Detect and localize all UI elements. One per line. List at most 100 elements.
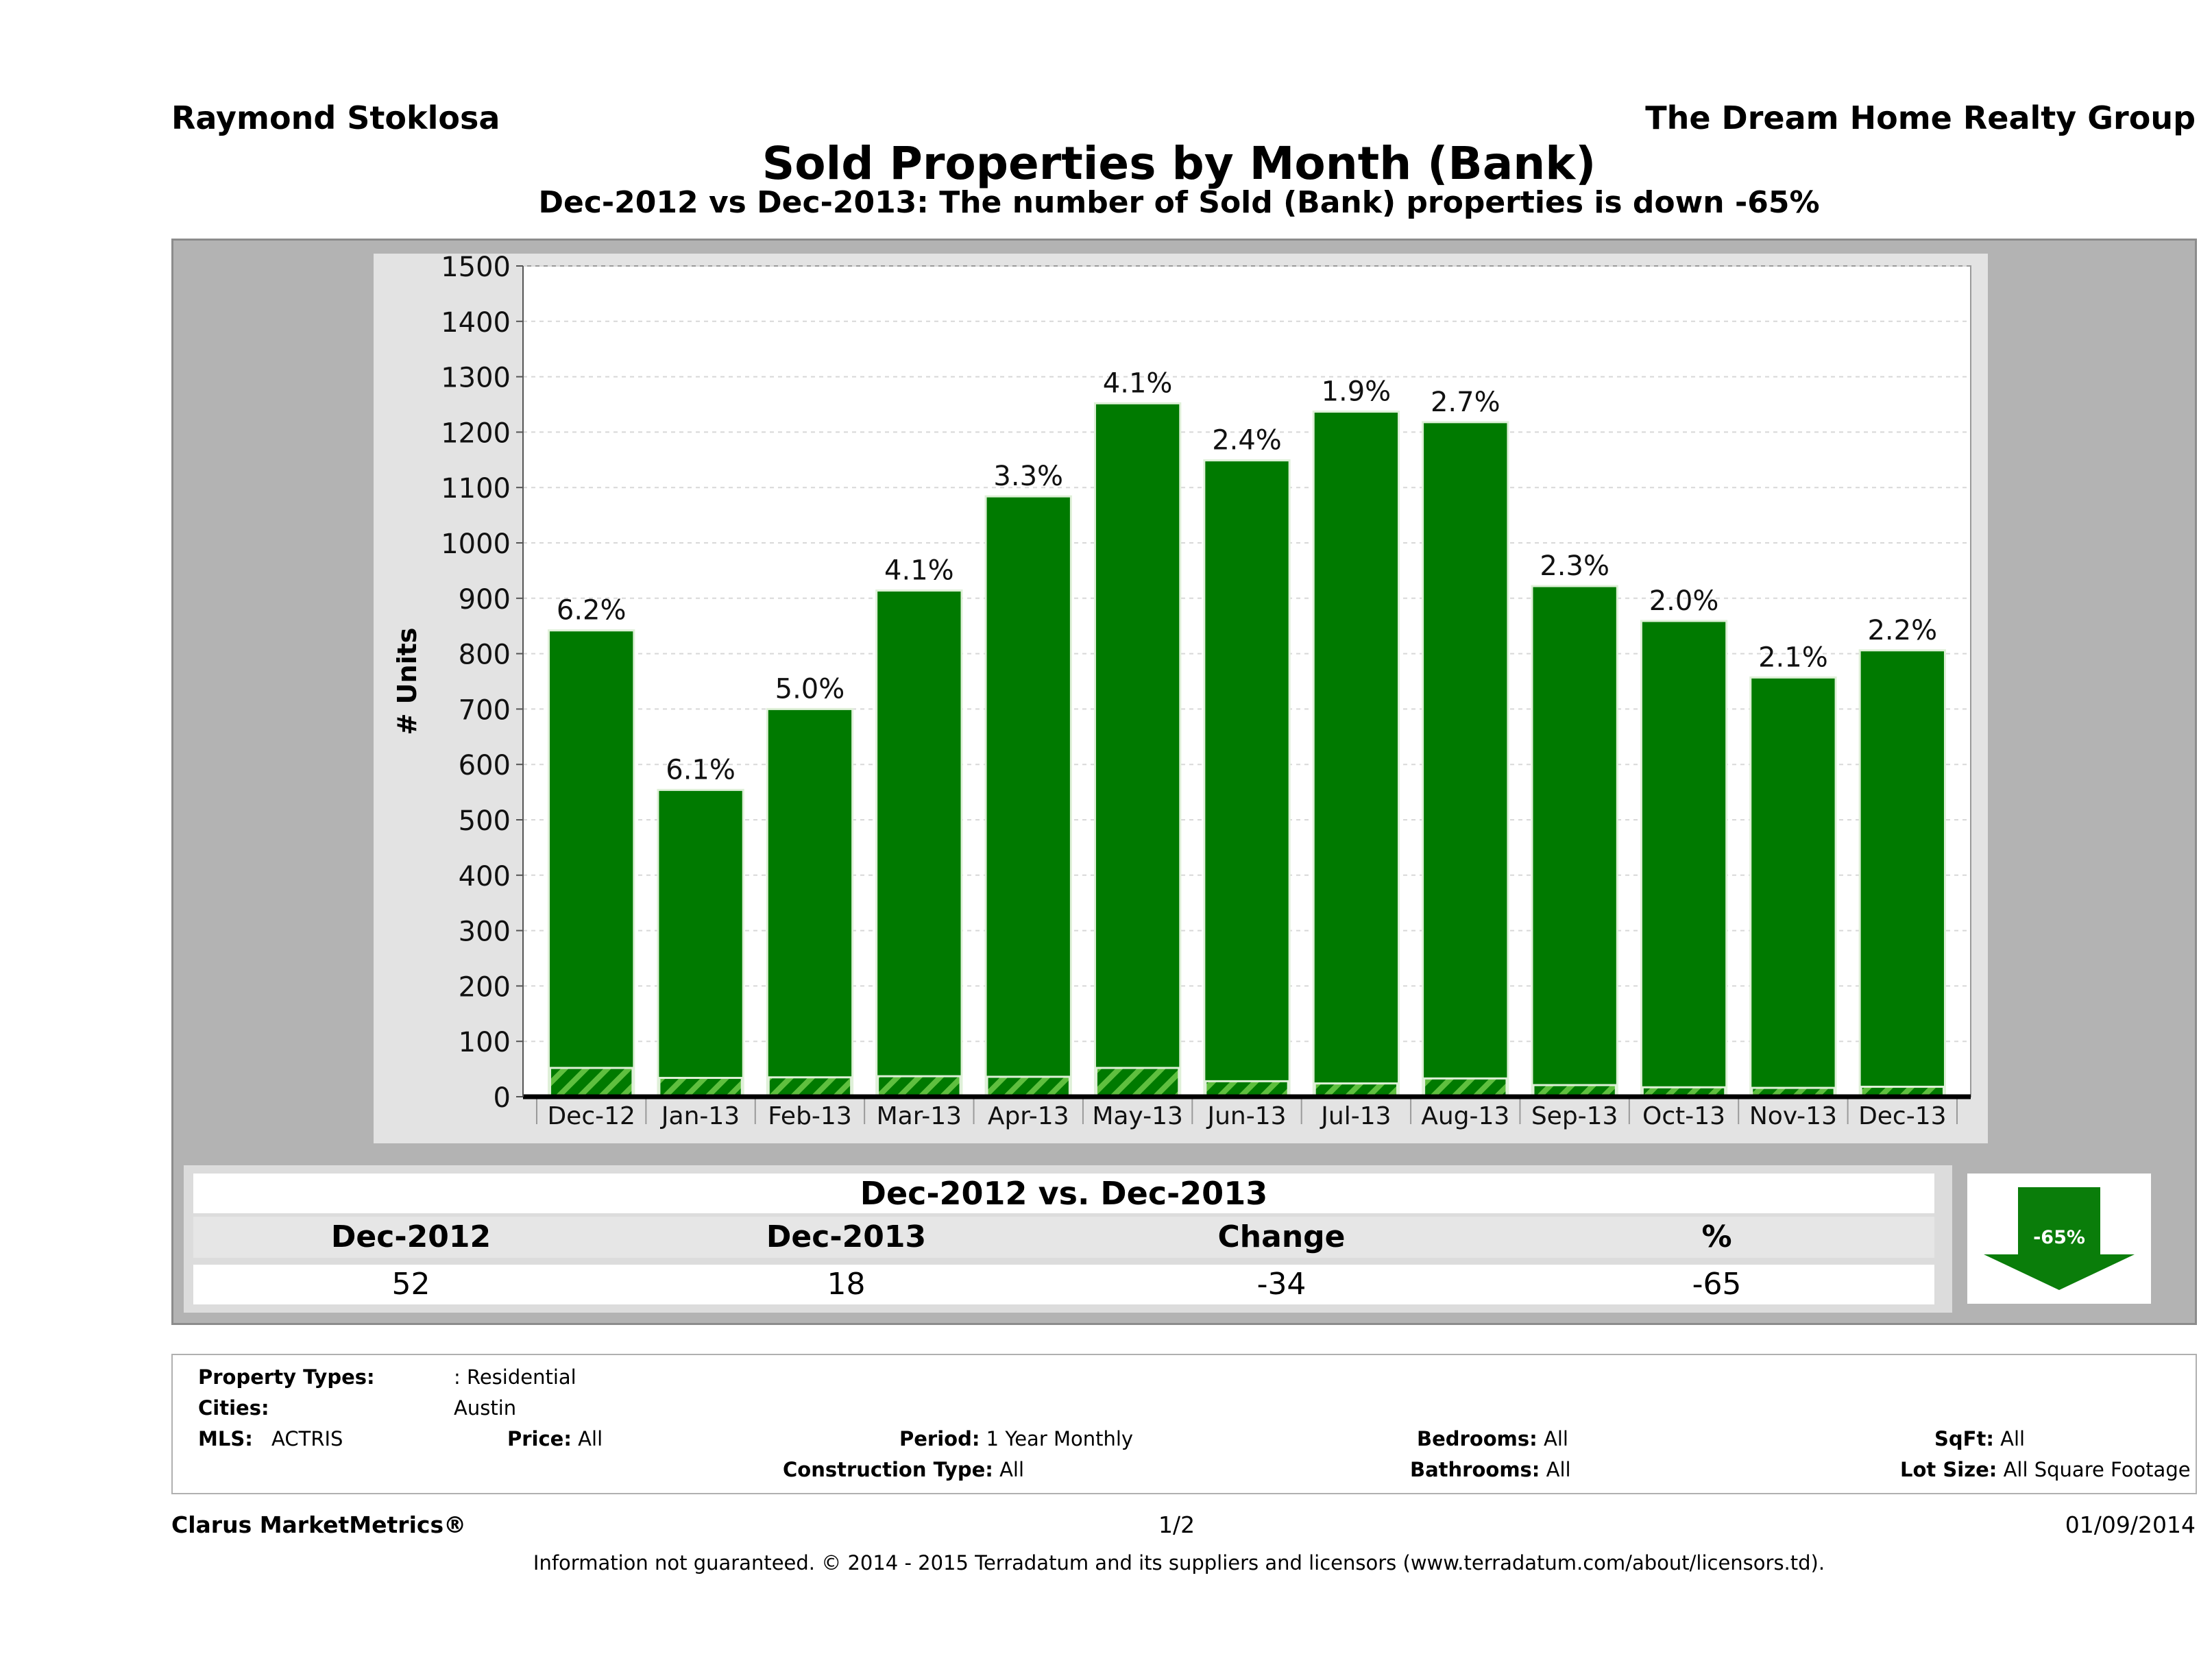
company-name: The Dream Home Realty Group bbox=[1645, 99, 2196, 136]
bar-bank-Feb-13 bbox=[767, 1076, 853, 1098]
price: Price: All bbox=[507, 1427, 603, 1450]
page-number: 1/2 bbox=[1158, 1511, 1195, 1538]
data-label-Nov-13: 2.1% bbox=[1758, 642, 1828, 673]
x-tick-label-Jul-13: Jul-13 bbox=[1320, 1102, 1391, 1130]
y-tick-label: 500 bbox=[459, 805, 511, 837]
bar-total-Jun-13 bbox=[1203, 459, 1291, 1098]
construction-value: All bbox=[999, 1458, 1025, 1481]
comparison-value-row: 52 18 -34 -65 bbox=[193, 1265, 1934, 1304]
data-label-Jul-13: 1.9% bbox=[1322, 376, 1391, 408]
bar-bank-Jan-13 bbox=[658, 1077, 743, 1098]
price-label: Price: bbox=[507, 1427, 572, 1450]
lot-size: Lot Size: All Square Footage bbox=[1900, 1458, 2191, 1481]
y-tick-label: 600 bbox=[459, 750, 511, 781]
header-dec-2013: Dec-2013 bbox=[766, 1219, 927, 1254]
bedrooms-value: All bbox=[1543, 1427, 1568, 1450]
x-tick-label-Jun-13: Jun-13 bbox=[1206, 1102, 1286, 1130]
bar-bank-Apr-13 bbox=[986, 1075, 1071, 1098]
disclaimer: Information not guaranteed. © 2014 - 201… bbox=[533, 1551, 1825, 1574]
bar-total-Nov-13 bbox=[1749, 676, 1837, 1098]
brand-name: Clarus MarketMetrics® bbox=[171, 1511, 467, 1538]
x-tick-label-Apr-13: Apr-13 bbox=[988, 1102, 1069, 1130]
header-percent: % bbox=[1701, 1219, 1732, 1254]
bathrooms: Bathrooms: All bbox=[1410, 1458, 1571, 1481]
y-tick-label: 200 bbox=[459, 971, 511, 1003]
comparison-header-row: Dec-2012 Dec-2013 Change % bbox=[193, 1217, 1934, 1258]
bar-total-Dec-13 bbox=[1858, 649, 1946, 1098]
mls-value: ACTRIS bbox=[271, 1427, 343, 1450]
y-tick-label: 1500 bbox=[441, 254, 511, 283]
value-change: -34 bbox=[1256, 1267, 1306, 1302]
data-label-Mar-13: 4.1% bbox=[884, 555, 954, 586]
period: Period: 1 Year Monthly bbox=[899, 1427, 1133, 1450]
data-label-May-13: 4.1% bbox=[1103, 367, 1173, 399]
y-axis-title: # Units bbox=[392, 628, 422, 735]
report-date: 01/09/2014 bbox=[2065, 1511, 2196, 1538]
bar-total-May-13 bbox=[1093, 402, 1182, 1098]
bar-bank-May-13 bbox=[1095, 1067, 1180, 1098]
bar-total-Aug-13 bbox=[1422, 421, 1509, 1098]
sqft-value: All bbox=[2000, 1427, 2026, 1450]
bar-total-Oct-13 bbox=[1640, 620, 1728, 1098]
data-label-Jan-13: 6.1% bbox=[666, 754, 736, 786]
lot-value: All Square Footage bbox=[2003, 1458, 2191, 1481]
agent-name: Raymond Stoklosa bbox=[171, 99, 500, 136]
chart-title: Sold Properties by Month (Bank) bbox=[762, 137, 1596, 190]
y-tick-label: 1000 bbox=[441, 528, 511, 560]
cities: Cities: bbox=[198, 1396, 269, 1420]
y-tick-label: 900 bbox=[459, 584, 511, 616]
property-types-label: Property Types: bbox=[198, 1365, 375, 1389]
bar-total-Sep-13 bbox=[1531, 585, 1618, 1098]
bar-bank-Dec-12 bbox=[549, 1067, 634, 1098]
comparison-title: Dec-2012 vs. Dec-2013 bbox=[193, 1174, 1934, 1213]
bathrooms-value: All bbox=[1546, 1458, 1571, 1481]
x-tick-label-Dec-13: Dec-13 bbox=[1858, 1102, 1946, 1130]
bar-chart: 6.2% 6.1% 5.0% 4.1% 3.3% 4.1% 2.4% 1.9% 2.7% 2.3%… bbox=[392, 254, 1971, 1130]
x-tick-label-May-13: May-13 bbox=[1092, 1102, 1183, 1130]
arrow-label: -65% bbox=[2033, 1227, 2085, 1248]
price-value: All bbox=[578, 1427, 603, 1450]
value-dec-2012: 52 bbox=[391, 1267, 430, 1302]
x-tick-label-Feb-13: Feb-13 bbox=[768, 1102, 852, 1130]
construction-type: Construction Type: All bbox=[783, 1458, 1024, 1481]
x-tick-label-Sep-13: Sep-13 bbox=[1531, 1102, 1618, 1130]
bar-total-Jul-13 bbox=[1312, 411, 1400, 1098]
cities-value: Austin bbox=[454, 1396, 517, 1420]
data-label-Oct-13: 2.0% bbox=[1649, 585, 1719, 617]
sqft-label: SqFt: bbox=[1934, 1427, 1994, 1450]
property-types-value: : Residential bbox=[454, 1365, 576, 1389]
data-label-Dec-12: 6.2% bbox=[557, 595, 627, 627]
bar-bank-Aug-13 bbox=[1423, 1077, 1508, 1098]
x-tick-label-Dec-12: Dec-12 bbox=[547, 1102, 635, 1130]
x-tick-label-Oct-13: Oct-13 bbox=[1642, 1102, 1725, 1130]
period-value: 1 Year Monthly bbox=[986, 1427, 1134, 1450]
bar-bank-Mar-13 bbox=[877, 1075, 962, 1098]
header-dec-2012: Dec-2012 bbox=[330, 1219, 491, 1254]
value-percent: -65 bbox=[1692, 1267, 1742, 1302]
data-label-Feb-13: 5.0% bbox=[775, 673, 845, 705]
period-label: Period: bbox=[899, 1427, 980, 1450]
change-indicator: -65% bbox=[1967, 1174, 2151, 1304]
y-tick-label: 700 bbox=[459, 694, 511, 726]
property-types: Property Types: bbox=[198, 1365, 375, 1389]
down-arrow-icon: -65% bbox=[1984, 1187, 2135, 1290]
y-tick-label: 0 bbox=[494, 1082, 511, 1114]
bar-total-Mar-13 bbox=[875, 589, 963, 1098]
data-label-Sep-13: 2.3% bbox=[1540, 550, 1609, 582]
sqft: SqFt: All bbox=[1934, 1427, 2025, 1450]
bar-total-Feb-13 bbox=[766, 707, 854, 1098]
search-criteria: Property Types: : Residential Cities: Au… bbox=[171, 1354, 2197, 1494]
x-tick-label-Aug-13: Aug-13 bbox=[1421, 1102, 1509, 1130]
data-label-Jun-13: 2.4% bbox=[1212, 425, 1282, 457]
y-tick-label: 300 bbox=[459, 916, 511, 948]
x-tick-label-Mar-13: Mar-13 bbox=[877, 1102, 962, 1130]
mls: MLS: ACTRIS bbox=[198, 1427, 343, 1450]
data-label-Dec-13: 2.2% bbox=[1867, 615, 1937, 646]
y-tick-label: 1300 bbox=[441, 363, 511, 394]
mls-label: MLS: bbox=[198, 1427, 253, 1450]
bedrooms-label: Bedrooms: bbox=[1417, 1427, 1538, 1450]
y-tick-label: 1400 bbox=[441, 307, 511, 339]
value-dec-2013: 18 bbox=[827, 1267, 866, 1302]
y-tick-label: 400 bbox=[459, 861, 511, 892]
y-tick-label: 1200 bbox=[441, 417, 511, 449]
